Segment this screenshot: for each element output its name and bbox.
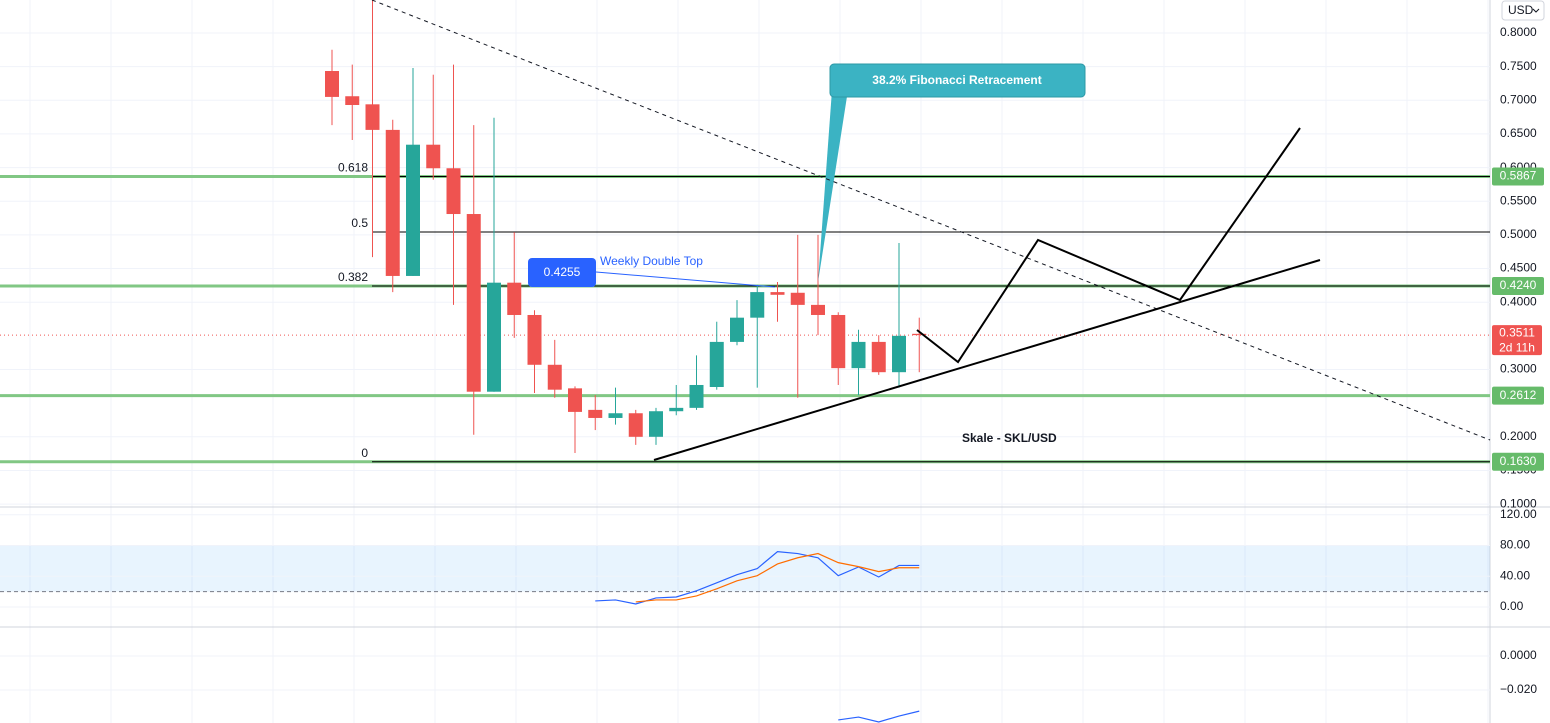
y-tick-label: 0.8000 — [1500, 25, 1537, 39]
candle-body — [790, 292, 805, 305]
level-badge — [1492, 386, 1544, 405]
candle-body — [345, 96, 360, 105]
y-tick-label: 0.5500 — [1500, 193, 1537, 207]
support-line — [653, 259, 1321, 461]
candle-body — [487, 282, 501, 392]
fib-label: 0 — [361, 446, 368, 460]
y-tick-label: 0.4500 — [1500, 261, 1537, 275]
candle-body — [831, 314, 846, 369]
candle-body — [871, 341, 886, 373]
candle-body — [709, 341, 724, 387]
band-fill — [0, 545, 1490, 592]
candle-body — [527, 314, 542, 365]
level-badge — [1492, 277, 1544, 296]
candle-body — [547, 364, 562, 390]
series-line — [838, 710, 920, 723]
chart-title: Skale - SKL/USD — [962, 431, 1057, 445]
double-top-arrow — [595, 271, 776, 288]
candle-body — [426, 144, 441, 169]
y-tick-label: 120.00 — [1500, 507, 1537, 521]
y-tick-label: 0.6500 — [1500, 126, 1537, 140]
level-badge — [1492, 452, 1544, 471]
candle-body — [507, 282, 522, 315]
series-line — [595, 550, 920, 605]
candle-body — [851, 341, 866, 369]
double-top-box — [528, 258, 596, 287]
candle-body — [689, 384, 704, 408]
candle-body — [588, 409, 603, 418]
level-badge-label: 0.2612 — [1500, 388, 1537, 402]
candle-body — [912, 333, 927, 336]
candle-body — [770, 292, 785, 295]
y-tick-label: 0.4000 — [1500, 294, 1537, 308]
level-badge-label: 0.1630 — [1500, 454, 1537, 468]
candle-body — [466, 214, 481, 392]
double-top-price: 0.4255 — [544, 265, 581, 279]
y-tick-label: 0.2000 — [1500, 429, 1537, 443]
trend-line — [371, 0, 1491, 441]
candle-body — [446, 168, 461, 215]
y-tick-label: 0.3000 — [1500, 362, 1537, 376]
last-price-label: 0.3511 — [1499, 325, 1535, 339]
double-top-label: Weekly Double Top — [600, 254, 703, 268]
last-price-badge — [1492, 325, 1542, 356]
candle-body — [628, 413, 643, 437]
drawings — [371, 0, 1491, 461]
candle-body — [892, 335, 906, 373]
level-badge-label: 0.4240 — [1500, 278, 1537, 292]
y-tick-label: 0.00 — [1500, 599, 1524, 613]
projection — [916, 127, 1301, 364]
candle-body — [811, 304, 825, 315]
y-tick-label: −0.020 — [1500, 682, 1537, 696]
candle-body — [385, 129, 400, 276]
y-tick-label: 80.00 — [1500, 538, 1530, 552]
series-line — [635, 552, 920, 603]
callout-text: 38.2% Fibonacci Retracement — [872, 73, 1041, 87]
currency-caret — [1532, 8, 1540, 13]
fib-label: 0.382 — [338, 270, 368, 284]
callout-box — [829, 63, 1086, 98]
y-tick-label: 0.7500 — [1500, 59, 1537, 73]
level-badge-label: 0.5867 — [1500, 169, 1537, 183]
candle-body — [406, 144, 420, 276]
y-tick-label: 0.5000 — [1500, 227, 1537, 241]
y-tick-label: 0.7000 — [1500, 92, 1537, 106]
fib-label: 0.5 — [351, 216, 368, 230]
candle-body — [730, 317, 744, 342]
y-tick-label: 0.0000 — [1500, 648, 1537, 662]
candle-body — [669, 407, 684, 412]
candle-body — [325, 71, 339, 97]
y-tick-label: 0.1000 — [1500, 496, 1537, 510]
candle-body — [608, 413, 623, 418]
currency-button-box — [1501, 0, 1545, 21]
candle-body — [365, 104, 380, 130]
y-tick-label: 40.00 — [1500, 568, 1530, 582]
currency-label: USD — [1508, 3, 1534, 17]
callout-pointer — [818, 90, 848, 282]
candle-body — [568, 388, 582, 412]
candle-body — [649, 411, 663, 437]
countdown-label: 2d 11h — [1499, 340, 1535, 354]
level-badge — [1492, 167, 1544, 186]
currency-button[interactable]: USD — [1501, 0, 1545, 21]
candle-body — [750, 292, 765, 318]
fib-label: 0.618 — [338, 161, 368, 175]
